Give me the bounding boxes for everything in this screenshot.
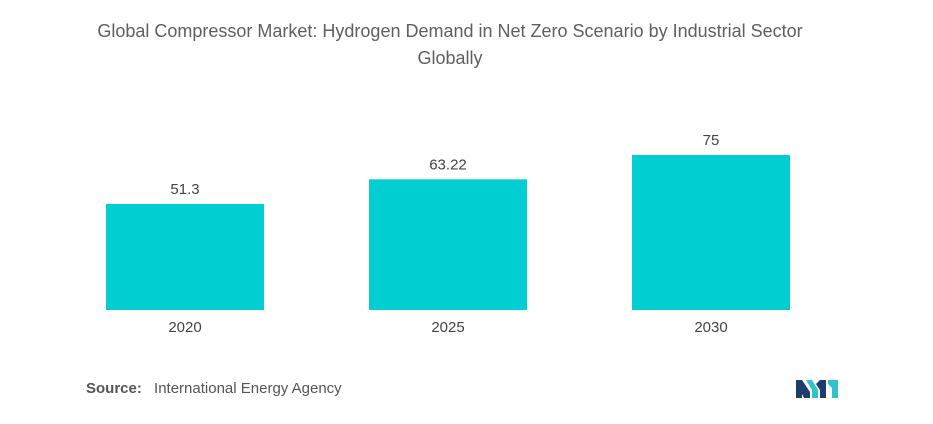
bar-2025 [369,179,527,310]
source-label: Source: [86,380,142,397]
mordor-intelligence-logo-icon [796,380,838,398]
bar-2020 [106,203,264,310]
value-label-2030: 75 [703,132,720,149]
value-label-2020: 51.3 [170,181,199,198]
category-label-2025: 2025 [431,319,464,336]
source-note: Source: International Energy Agency [86,380,342,397]
category-label-2020: 2020 [168,319,201,336]
bar-2030 [632,155,790,310]
chart-title: Global Compressor Market: Hydrogen Deman… [0,18,900,72]
chart-title-line-2: Globally [417,48,483,68]
source-text: International Energy Agency [154,380,342,397]
chart-title-line-1: Global Compressor Market: Hydrogen Deman… [97,21,803,41]
category-label-2030: 2030 [694,319,727,336]
value-label-2025: 63.22 [429,156,467,173]
